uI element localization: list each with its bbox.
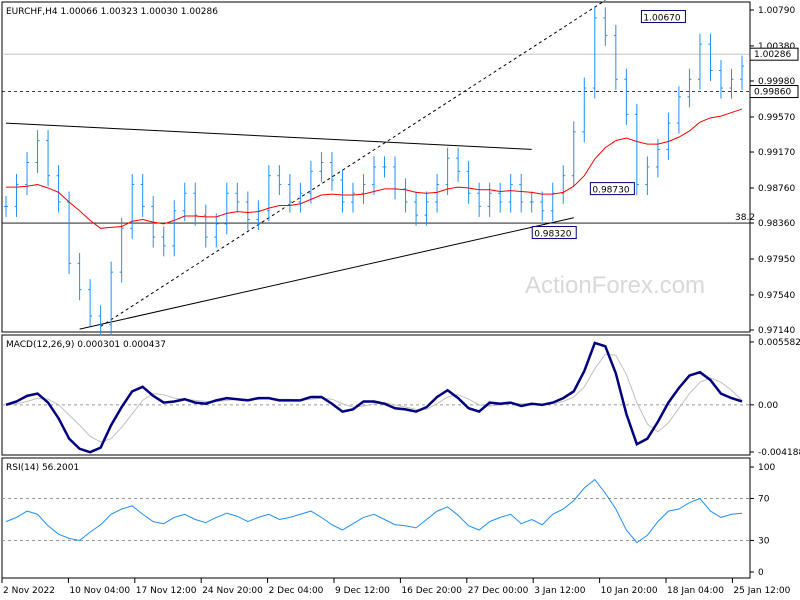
macd-panel-title: MACD(12,26,9) 0.000301 0.000437	[6, 340, 166, 350]
macd-y-tick-label: 0.005582	[758, 338, 800, 348]
rsi-series-group	[2, 478, 750, 544]
price-y-tick-label: 0.97950	[758, 255, 795, 265]
macd-signal-line	[5, 353, 743, 443]
x-tick-label: 2 Nov 2022	[3, 586, 55, 596]
axes-group: 1.00790 1.00380 0.99980 0.99570 0.99170 0.987…	[1, 6, 800, 596]
price-panel-title: EURCHF,H4 1.00066 1.00323 1.00030 1.0028…	[6, 7, 218, 17]
x-tick-label: 10 Jan 20:00	[601, 586, 658, 596]
current-price-label: 1.00286	[754, 50, 791, 60]
support-trendline	[79, 217, 574, 330]
x-tick-label: 25 Jan 12:00	[733, 586, 790, 596]
price-annotation-label: 0.98730	[592, 186, 629, 196]
level-price-box	[749, 85, 799, 99]
price-y-tick-label: 0.98360	[758, 219, 795, 229]
macd-panel	[1, 334, 751, 456]
x-tick-label: 10 Nov 04:00	[69, 586, 130, 596]
price-y-tick-label: 0.97540	[758, 291, 795, 301]
macd-series-group	[2, 341, 750, 454]
x-tick-label: 27 Dec 00:00	[468, 586, 529, 596]
rsi-line	[5, 478, 743, 544]
x-tick-label: 3 Jan 12:00	[534, 586, 586, 596]
price-y-tick-label: 1.00380	[758, 42, 795, 52]
x-tick-label: 17 Nov 12:00	[136, 586, 197, 596]
x-tick-label: 24 Nov 20:00	[202, 586, 263, 596]
current-price-box	[749, 47, 799, 61]
price-y-tick-label: 0.97140	[758, 326, 795, 336]
price-y-tick-label: 0.98760	[758, 184, 795, 194]
price-annotation-box	[531, 226, 577, 240]
x-tick-label: 2 Dec 04:00	[269, 586, 324, 596]
x-tick-label: 9 Dec 12:00	[335, 586, 390, 596]
price-y-tick-label: 0.99170	[758, 148, 795, 158]
price-annotation-box	[589, 182, 635, 196]
price-annotation-label: 1.00670	[643, 14, 680, 24]
rsi-y-tick-label: 30	[758, 537, 770, 547]
rsi-panel	[1, 457, 751, 579]
price-y-tick-label: 0.99980	[758, 77, 795, 87]
watermark: ActionForex.com	[525, 272, 705, 299]
fib-level-label: 38.2	[735, 213, 755, 223]
price-annotation-label: 0.98320	[534, 230, 571, 240]
rsi-y-tick-label: 100	[758, 463, 775, 473]
macd-line	[5, 341, 743, 454]
level-price-label: 0.99860	[754, 88, 791, 98]
price-annotation-box	[640, 10, 686, 24]
rsi-y-tick-label: 70	[758, 495, 770, 505]
resistance-trendline	[5, 122, 532, 150]
x-tick-label: 18 Jan 04:00	[667, 586, 724, 596]
rsi-panel-title: RSI(14) 56.2001	[6, 463, 79, 473]
x-tick-label: 16 Dec 20:00	[401, 586, 462, 596]
channel-dashed-trendline	[100, 0, 606, 327]
rsi-y-tick-label: 0	[758, 568, 764, 578]
moving-average-line	[6, 108, 743, 229]
price-y-tick-label: 1.00790	[758, 6, 795, 16]
macd-y-tick-label: -0.004188	[758, 448, 800, 458]
price-y-tick-label: 0.99570	[758, 113, 795, 123]
macd-y-tick-label: 0.00	[758, 401, 778, 411]
